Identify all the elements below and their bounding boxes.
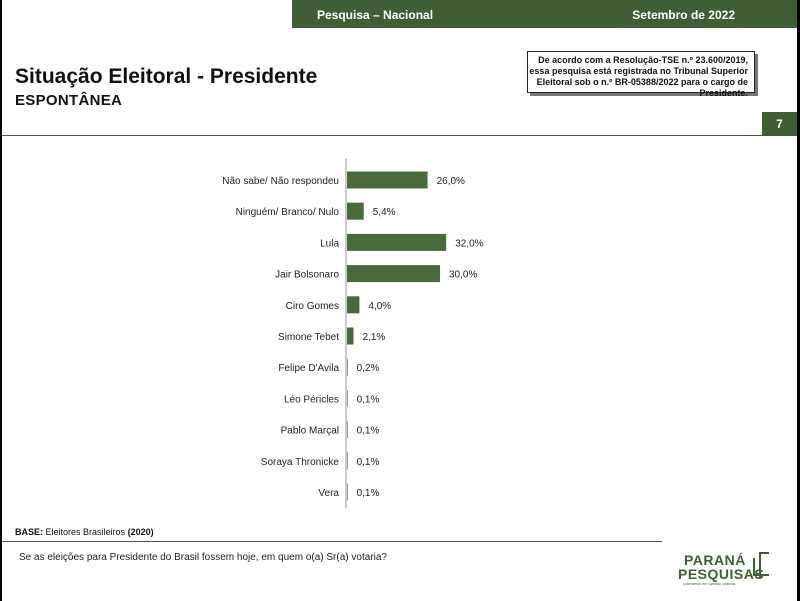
value-label: 30,0%	[449, 270, 477, 281]
survey-label: Pesquisa – Nacional	[317, 8, 434, 22]
category-label: Não sabe/ Não respondeu	[222, 176, 339, 187]
logo-line1: PARANÁ	[684, 552, 746, 568]
logo-tagline: Liderando em opinião pública	[683, 581, 736, 586]
value-label: 0,2%	[357, 363, 380, 374]
category-label: Vera	[318, 488, 339, 499]
header-divider	[2, 135, 762, 136]
registration-notice: De acordo com a Resolução-TSE n.º 23.600…	[527, 51, 755, 98]
logo-mark2-icon	[753, 558, 769, 576]
logo-line2: PESQUISAS	[678, 566, 765, 582]
parana-pesquisas-logo: PARANÁ PESQUISAS Liderando em opinião pú…	[678, 552, 774, 586]
date-label: Setembro de 2022	[632, 8, 735, 22]
value-label: 26,0%	[437, 176, 465, 187]
value-label: 0,1%	[357, 426, 380, 437]
category-label: Jair Bolsonaro	[275, 270, 339, 281]
bar	[347, 171, 428, 189]
bar	[347, 233, 447, 251]
value-label: 5,4%	[373, 207, 396, 218]
bar	[347, 358, 348, 376]
value-label: 0,1%	[357, 394, 380, 405]
base-note: BASE: Eleitores Brasileiros (2020)	[15, 527, 154, 537]
category-label: Léo Péricles	[284, 394, 339, 405]
category-label: Simone Tebet	[278, 332, 339, 343]
base-text: Eleitores Brasileiros	[45, 527, 126, 537]
bar	[347, 202, 364, 220]
survey-question: Se as eleições para Presidente do Brasil…	[19, 552, 387, 563]
value-label: 2,1%	[363, 332, 386, 343]
category-label: Felipe D'Avila	[278, 363, 339, 374]
bar	[347, 389, 348, 407]
category-label: Ciro Gomes	[286, 301, 339, 312]
value-label: 0,1%	[357, 457, 380, 468]
footer-divider	[2, 541, 662, 542]
base-count: (2020)	[127, 527, 154, 537]
category-label: Soraya Thronicke	[261, 457, 340, 468]
page-title: Situação Eleitoral - Presidente	[15, 65, 318, 88]
category-label: Lula	[320, 238, 339, 249]
base-label: BASE:	[15, 527, 44, 537]
bar	[347, 421, 348, 439]
page-number: 7	[762, 112, 797, 136]
category-label: Pablo Marçal	[281, 426, 339, 437]
bar	[347, 296, 360, 314]
bar	[347, 483, 348, 501]
bar	[347, 452, 348, 470]
value-label: 0,1%	[357, 488, 380, 499]
value-label: 4,0%	[368, 301, 391, 312]
logo-mark-icon	[759, 552, 769, 578]
bar	[347, 265, 440, 283]
bar-chart: Não sabe/ Não respondeu 26,0% Ninguém/ Bra…	[222, 158, 484, 508]
category-label: Ninguém/ Branco/ Nulo	[236, 207, 340, 218]
page-subtitle: ESPONTÂNEA	[15, 92, 123, 109]
value-label: 32,0%	[455, 238, 483, 249]
bar	[347, 327, 354, 345]
header-bar: Pesquisa – Nacional Setembro de 2022	[292, 0, 797, 28]
